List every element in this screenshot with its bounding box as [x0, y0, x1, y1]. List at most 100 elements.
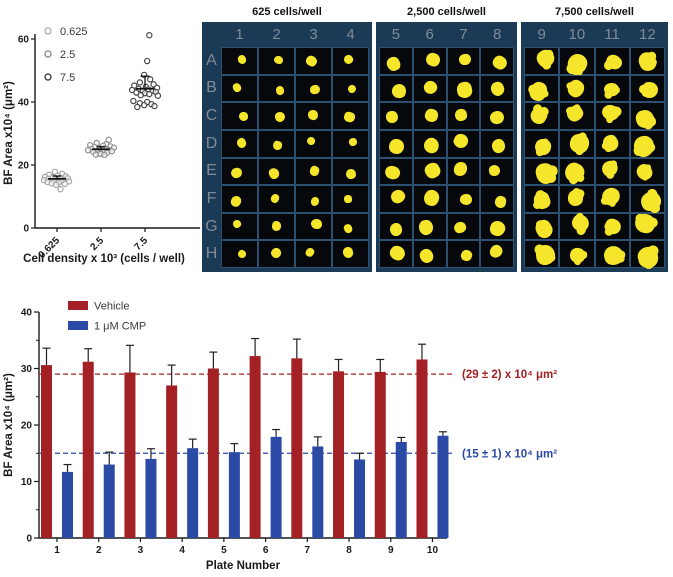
well-A3 [295, 47, 332, 75]
bar [145, 458, 157, 538]
spheroid [602, 52, 624, 73]
spheroid [564, 77, 587, 101]
plate-panel-label: 625 cells/well [252, 6, 322, 18]
data-point [140, 101, 148, 109]
legend-label: Vehicle [94, 301, 129, 313]
well-C2 [258, 102, 295, 130]
spheroid-lobe [608, 159, 619, 170]
x-tick-label: 10 [427, 545, 439, 556]
bar-series-vehicle [41, 337, 428, 538]
well-A12 [629, 47, 665, 75]
well-E1 [221, 157, 258, 186]
spheroid [230, 166, 244, 180]
spheroid-lobe [540, 58, 553, 71]
spheroid [533, 217, 557, 242]
well-B3 [295, 74, 332, 103]
spheroid [421, 78, 440, 97]
well-E4 [332, 157, 369, 186]
spheroid [487, 163, 502, 179]
spheroid-lobe [570, 89, 580, 99]
well-F4 [332, 185, 369, 213]
spheroid [531, 189, 554, 213]
plate-row-label-G: G [202, 212, 221, 241]
data-point [134, 103, 141, 111]
plate-row-label-C: C [202, 102, 221, 130]
well-G11 [594, 212, 630, 241]
plate-column-header-10: 10 [559, 22, 595, 47]
spheroid [487, 242, 506, 261]
well-B7 [446, 74, 481, 103]
well-B12 [629, 74, 665, 103]
well-F12 [629, 185, 665, 215]
spheroid [459, 193, 472, 205]
spheroid [639, 81, 659, 99]
well-G4 [332, 212, 369, 241]
well-A10 [559, 47, 595, 78]
well-G10 [559, 211, 595, 241]
y-tick-label: 10 [21, 477, 33, 488]
plate-row-label-H: H [202, 240, 221, 268]
spheroid-lobe [574, 145, 585, 156]
well-H5 [379, 240, 413, 268]
well-H12 [629, 240, 665, 271]
bar [124, 372, 136, 538]
data-point [146, 90, 153, 98]
spheroid [273, 110, 287, 124]
spheroid [267, 166, 281, 181]
well-A4 [332, 47, 369, 75]
well-B11 [594, 74, 630, 103]
legend-swatch-icon [68, 301, 88, 310]
bar [249, 356, 261, 538]
x-tick-label: 7.5 [133, 235, 151, 253]
plate-column-header-2: 2 [258, 22, 295, 47]
reference-label: (29 ± 2) x 10⁴ μm² [462, 369, 557, 381]
plate-row-label-A: A [202, 47, 221, 75]
well-E7 [446, 157, 481, 186]
spheroid [310, 218, 322, 230]
spheroid [493, 194, 508, 209]
legend-label: 1 μM CMP [94, 321, 146, 333]
well-C8 [480, 102, 514, 130]
spheroid [601, 242, 628, 268]
data-point [146, 76, 154, 83]
spheroid [388, 138, 405, 155]
spheroid [487, 218, 507, 239]
spheroid [490, 137, 507, 155]
well-H3 [295, 240, 332, 268]
spheroid-lobe [534, 244, 546, 256]
bar [103, 464, 115, 538]
data-point [84, 146, 92, 154]
spheroid [568, 131, 591, 156]
spheroid [229, 193, 244, 209]
bar [416, 359, 428, 538]
bar [312, 446, 324, 538]
spheroid [271, 220, 282, 232]
well-A1 [221, 47, 258, 75]
spheroid [633, 160, 655, 183]
spheroid [423, 107, 441, 124]
well-D3 [295, 129, 332, 158]
spheroid-lobe [640, 172, 649, 182]
bar [333, 371, 345, 538]
well-F9 [524, 185, 560, 213]
spheroid-lobe [633, 212, 646, 225]
legend-label: 7.5 [60, 72, 75, 84]
well-A7 [446, 47, 481, 75]
spheroid-lobe [579, 250, 589, 260]
spheroid [567, 187, 585, 207]
well-D1 [221, 129, 258, 158]
well-G2 [258, 212, 295, 241]
spheroid [568, 211, 592, 237]
plate-column-header-8: 8 [480, 22, 514, 47]
spheroid-lobe [604, 90, 613, 100]
data-point [143, 57, 151, 65]
spheroid [488, 109, 506, 125]
spheroid [634, 107, 658, 130]
plate-column-header-7: 7 [446, 22, 481, 47]
well-C10 [559, 102, 595, 130]
